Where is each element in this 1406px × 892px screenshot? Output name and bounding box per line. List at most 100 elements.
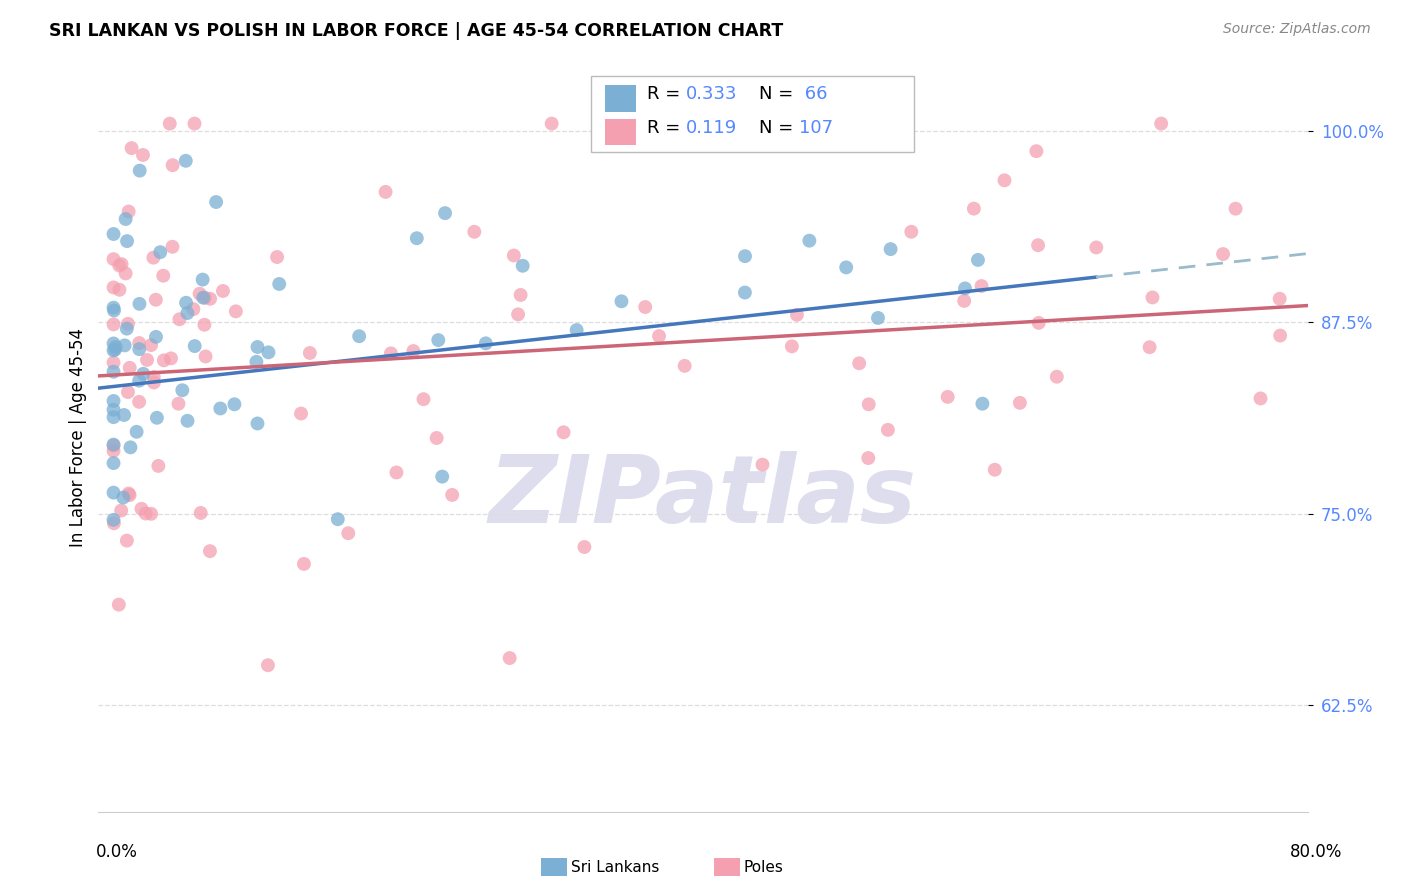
Point: [1008, 396, 1031, 410]
Point: [139, 338, 162, 352]
Y-axis label: In Labor Force | Age 45-54: In Labor Force | Age 45-54: [69, 327, 87, 547]
Point: [153, 353, 176, 368]
Point: [188, 286, 211, 301]
Point: [502, 248, 524, 262]
Point: [120, 440, 142, 454]
Point: [193, 318, 215, 332]
Point: [176, 306, 198, 320]
Point: [751, 458, 773, 472]
Point: [224, 397, 246, 411]
Point: [152, 268, 174, 283]
Point: [183, 302, 205, 317]
Point: [103, 227, 125, 241]
Point: [118, 360, 141, 375]
Point: [970, 279, 993, 293]
Point: [115, 321, 138, 335]
Point: [634, 300, 657, 314]
Point: [194, 350, 217, 364]
Point: [121, 141, 143, 155]
Point: [290, 407, 312, 421]
Point: [1139, 340, 1161, 354]
Point: [1085, 240, 1108, 254]
Text: ZIPatlas: ZIPatlas: [489, 451, 917, 543]
Point: [103, 516, 125, 531]
Point: [145, 330, 167, 344]
Point: [993, 173, 1015, 187]
Point: [734, 249, 756, 263]
Point: [734, 285, 756, 300]
Point: [225, 304, 247, 318]
Point: [266, 250, 288, 264]
Text: 80.0%: 80.0%: [1291, 843, 1343, 861]
Point: [159, 117, 181, 131]
Point: [136, 353, 159, 368]
Point: [115, 234, 138, 248]
Point: [108, 598, 131, 612]
Point: [193, 291, 215, 305]
Text: SRI LANKAN VS POLISH IN LABOR FORCE | AGE 45-54 CORRELATION CHART: SRI LANKAN VS POLISH IN LABOR FORCE | AG…: [49, 22, 783, 40]
Point: [441, 488, 464, 502]
Point: [103, 343, 125, 358]
Point: [1046, 369, 1069, 384]
Point: [574, 540, 596, 554]
Point: [190, 506, 212, 520]
Point: [648, 329, 671, 343]
Point: [149, 245, 172, 260]
Point: [198, 292, 221, 306]
Point: [953, 281, 976, 295]
Point: [112, 408, 135, 422]
Point: [673, 359, 696, 373]
Point: [786, 308, 808, 322]
Point: [117, 317, 139, 331]
Point: [1212, 247, 1234, 261]
Point: [131, 501, 153, 516]
Point: [1250, 392, 1272, 406]
Point: [463, 225, 485, 239]
Point: [1268, 292, 1291, 306]
Point: [506, 307, 529, 321]
Point: [142, 370, 165, 384]
Point: [246, 340, 269, 354]
Point: [110, 503, 132, 517]
Point: [565, 323, 588, 337]
Point: [145, 293, 167, 307]
Point: [298, 346, 321, 360]
Point: [269, 277, 291, 291]
Point: [103, 280, 125, 294]
Point: [835, 260, 858, 275]
Point: [209, 401, 232, 416]
Point: [103, 456, 125, 470]
Point: [103, 356, 125, 370]
Point: [681, 117, 703, 131]
Point: [139, 507, 162, 521]
Point: [380, 346, 402, 360]
Point: [142, 251, 165, 265]
Point: [326, 512, 349, 526]
Text: 107: 107: [799, 119, 832, 136]
Point: [103, 443, 125, 458]
Point: [876, 423, 898, 437]
Point: [167, 397, 190, 411]
Point: [103, 365, 125, 379]
Point: [108, 283, 131, 297]
Text: N =: N =: [759, 119, 799, 136]
Point: [292, 557, 315, 571]
Point: [540, 117, 562, 131]
Text: 0.0%: 0.0%: [96, 843, 138, 861]
Point: [212, 284, 235, 298]
Point: [936, 390, 959, 404]
Point: [848, 356, 870, 370]
Point: [858, 397, 880, 411]
Point: [128, 342, 150, 356]
Point: [509, 288, 531, 302]
Point: [1225, 202, 1247, 216]
Point: [900, 225, 922, 239]
Point: [1150, 117, 1173, 131]
Point: [169, 312, 191, 326]
Point: [110, 257, 132, 271]
Point: [162, 158, 184, 172]
Point: [194, 291, 217, 305]
Point: [1025, 144, 1047, 158]
Point: [426, 431, 449, 445]
Text: R =: R =: [647, 119, 686, 136]
